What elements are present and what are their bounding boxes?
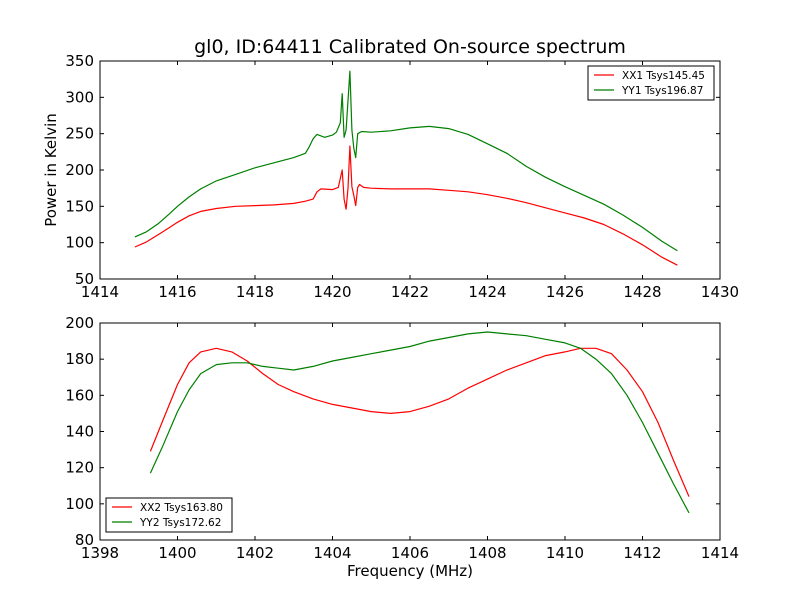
x-tick-label: 1416: [158, 283, 196, 301]
x-tick-label: 1428: [623, 283, 661, 301]
legend-box: [105, 497, 233, 533]
x-tick-label: 1430: [701, 283, 739, 301]
x-tick-label: 1402: [236, 544, 274, 562]
x-tick-label: 1418: [236, 283, 274, 301]
legend-label-1: XX2 Tsys163.80: [140, 502, 223, 514]
x-tick-label: 1414: [701, 544, 739, 562]
y-tick-label: 350: [65, 52, 94, 70]
y-tick-label: 250: [65, 125, 94, 143]
y-tick-label: 140: [65, 423, 94, 441]
x-tick-label: 1410: [546, 544, 584, 562]
x-axis-label: Frequency (MHz): [347, 562, 473, 580]
x-tick-label: 1412: [623, 544, 661, 562]
x-tick-label: 1404: [313, 544, 351, 562]
y-tick-label: 100: [65, 495, 94, 513]
y-tick-label: 200: [65, 161, 94, 179]
legend-label-2: YY1 Tsys196.87: [621, 85, 703, 97]
series-line-2: [134, 70, 678, 252]
legend: XX2 Tsys163.80 YY2 Tsys172.62: [105, 497, 233, 533]
y-tick-label: 180: [65, 350, 94, 368]
y-tick-label: 50: [75, 270, 94, 288]
series-line-1: [134, 145, 678, 266]
plot-1: 1414 1416 1418 1420 1422 1424 1426 1428 1430 50 10…: [42, 52, 739, 301]
legend-label-2: YY2 Tsys172.62: [139, 517, 221, 529]
series-line-2: [149, 331, 690, 514]
y-tick-label: 100: [65, 234, 94, 252]
y-tick-label: 80: [75, 531, 94, 549]
y-tick-label: 120: [65, 459, 94, 477]
x-tick-label: 1406: [391, 544, 429, 562]
legend: XX1 Tsys145.45 YY1 Tsys196.87: [587, 65, 715, 101]
plot-2: 1398 1400 1402 1404 1406 1408 1410 1412 1414 80 10…: [65, 314, 739, 580]
x-tick-label: 1420: [313, 283, 351, 301]
x-tick-label: 1408: [468, 544, 506, 562]
x-tick-label: 1424: [468, 283, 506, 301]
x-tick-label: 1400: [158, 544, 196, 562]
plots-container: 1414 1416 1418 1420 1422 1424 1426 1428 1430 50 10…: [42, 52, 739, 580]
legend-label-1: XX1 Tsys145.45: [622, 70, 705, 82]
x-tick-label: 1398: [81, 544, 119, 562]
chart-title: gl0, ID:64411 Calibrated On-source spect…: [194, 36, 626, 58]
y-tick-label: 160: [65, 386, 94, 404]
x-tick-label: 1422: [391, 283, 429, 301]
y-tick-label: 200: [65, 314, 94, 332]
y-tick-label: 300: [65, 88, 94, 106]
y-tick-label: 150: [65, 197, 94, 215]
y-axis-label: Power in Kelvin: [42, 113, 60, 227]
x-tick-label: 1414: [81, 283, 119, 301]
series-line-1: [149, 347, 690, 497]
x-tick-label: 1426: [546, 283, 584, 301]
legend-box: [587, 65, 715, 101]
